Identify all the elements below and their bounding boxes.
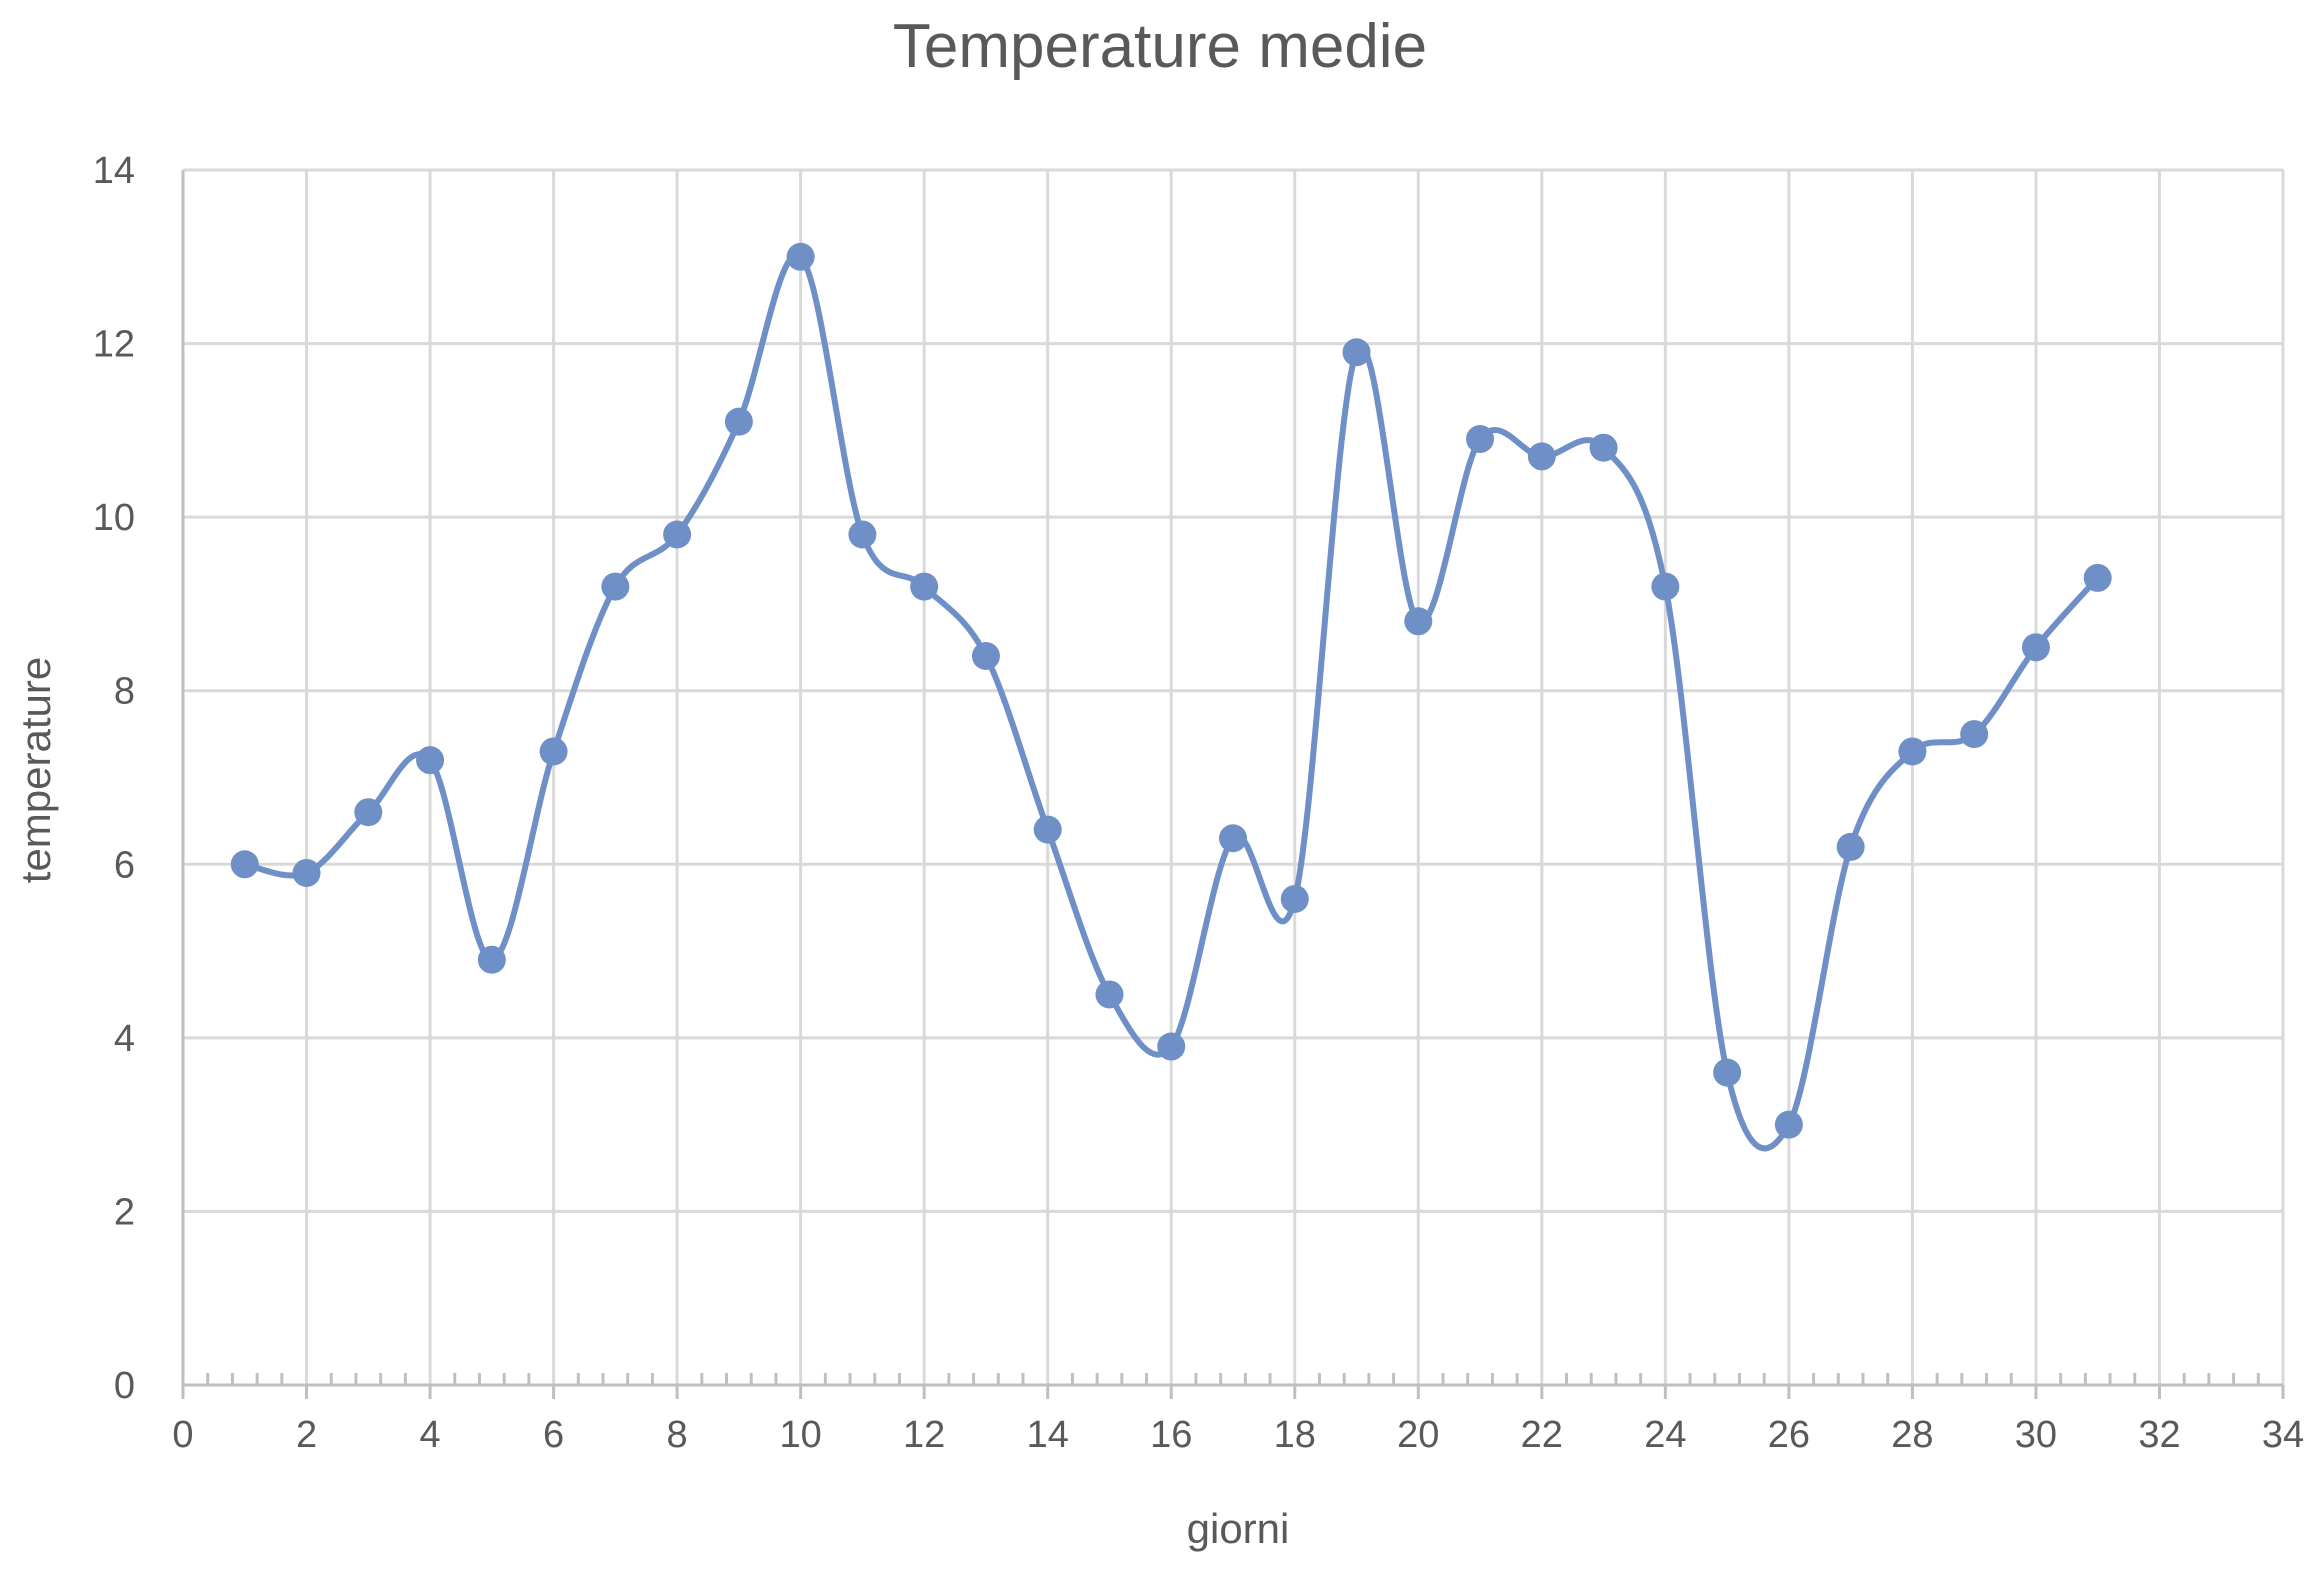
x-tick-label: 32 bbox=[2138, 1414, 2180, 1456]
x-tick-label: 14 bbox=[1027, 1414, 1069, 1456]
y-tick-label: 14 bbox=[93, 150, 135, 192]
y-tick-label: 4 bbox=[114, 1018, 135, 1060]
y-tick-label: 0 bbox=[114, 1365, 135, 1407]
tick-labels: 0 2 4 6 8 10 12 14 16 18 20 22 24 26 28 30 32 34024681012… bbox=[93, 150, 2304, 1456]
x-tick-label: 10 bbox=[780, 1414, 822, 1456]
data-point bbox=[1280, 885, 1309, 913]
data-point bbox=[1713, 1058, 1742, 1087]
chart-title: Temperature medie bbox=[893, 12, 1427, 81]
data-point bbox=[848, 520, 877, 549]
y-tick-label: 8 bbox=[114, 671, 135, 713]
x-tick-label: 16 bbox=[1150, 1414, 1192, 1456]
y-axis-title: temperature bbox=[12, 657, 59, 883]
data-point bbox=[416, 746, 445, 775]
x-tick-label: 12 bbox=[903, 1414, 945, 1456]
data-point bbox=[1466, 425, 1495, 454]
data-point bbox=[786, 242, 815, 271]
x-tick-label: 22 bbox=[1521, 1414, 1563, 1456]
x-tick-label: 6 bbox=[543, 1414, 564, 1456]
data-point bbox=[1774, 1110, 1803, 1139]
x-tick-label: 24 bbox=[1644, 1414, 1686, 1456]
data-point bbox=[2083, 563, 2112, 592]
series-line bbox=[244, 252, 2100, 1152]
y-tick-label: 12 bbox=[93, 324, 135, 366]
data-point bbox=[724, 407, 753, 436]
data-point bbox=[1898, 737, 1927, 766]
data-point bbox=[230, 850, 259, 879]
data-point bbox=[354, 798, 383, 827]
data-point bbox=[601, 572, 630, 601]
data-point bbox=[1527, 442, 1556, 471]
x-tick-label: 2 bbox=[296, 1414, 317, 1456]
y-tick-label: 2 bbox=[114, 1191, 135, 1233]
data-point bbox=[477, 945, 506, 974]
y-tick-label: 10 bbox=[93, 497, 135, 539]
data-point bbox=[1095, 980, 1124, 1009]
series-layer bbox=[230, 242, 2112, 1152]
x-axis-title: giorni bbox=[1187, 1505, 1290, 1552]
data-point bbox=[1342, 338, 1371, 367]
data-point bbox=[1651, 572, 1680, 601]
data-point bbox=[971, 642, 1000, 670]
data-point bbox=[1033, 815, 1062, 844]
gridlines bbox=[183, 168, 2285, 1385]
x-tick-label: 30 bbox=[2015, 1414, 2057, 1456]
x-tick-label: 28 bbox=[1891, 1414, 1933, 1456]
axes bbox=[181, 170, 2285, 1399]
x-tick-label: 26 bbox=[1768, 1414, 1810, 1456]
data-point bbox=[910, 572, 939, 601]
x-tick-label: 18 bbox=[1274, 1414, 1316, 1456]
data-point bbox=[1219, 824, 1247, 853]
data-point bbox=[1157, 1032, 1186, 1061]
x-tick-label: 34 bbox=[2262, 1414, 2304, 1456]
x-tick-label: 4 bbox=[419, 1414, 440, 1456]
data-point bbox=[1960, 720, 1989, 749]
data-point bbox=[1404, 607, 1433, 636]
data-point bbox=[1589, 433, 1618, 462]
x-tick-label: 0 bbox=[172, 1414, 193, 1456]
data-point bbox=[1836, 832, 1865, 861]
data-point bbox=[2021, 633, 2050, 662]
x-tick-label: 8 bbox=[667, 1414, 688, 1456]
x-tick-label: 20 bbox=[1397, 1414, 1439, 1456]
y-tick-label: 6 bbox=[114, 844, 135, 886]
data-point bbox=[663, 520, 692, 549]
data-point bbox=[292, 858, 321, 887]
data-point bbox=[539, 737, 568, 766]
